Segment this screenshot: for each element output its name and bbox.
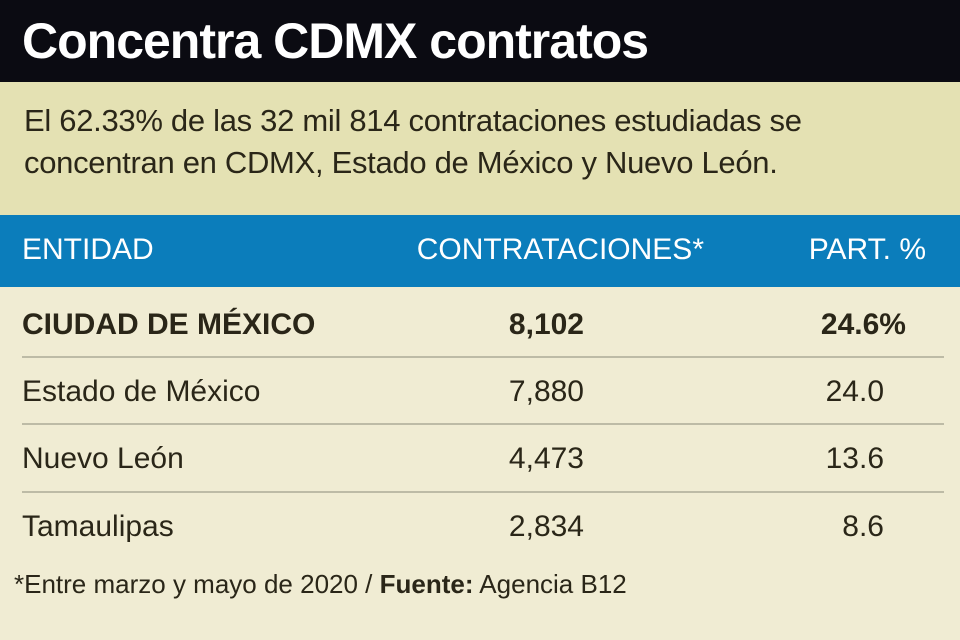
contrataciones-cell: 4,473 [508, 442, 584, 475]
entity-cell: Tamaulipas [22, 510, 174, 543]
part-cell: 24.0 [825, 375, 884, 408]
entity-cell: Estado de México [22, 375, 261, 408]
part-cell: 8.6 [842, 510, 884, 543]
source-label: Fuente: [379, 569, 474, 599]
header-contrataciones: CONTRATACIONES* [416, 233, 704, 266]
table-row: Estado de México 7,880 24.0 [0, 357, 960, 424]
entity-cell: CIUDAD DE MÉXICO [22, 308, 316, 341]
contrataciones-cell: 7,880 [508, 375, 584, 408]
source: Agencia B12 [473, 569, 627, 599]
part-cell: 24.6% [820, 308, 906, 341]
contrataciones-cell: 2,834 [508, 510, 584, 543]
row-divider [22, 423, 944, 425]
footer: *Entre marzo y mayo de 2020 / Fuente: Ag… [14, 569, 627, 600]
title-bar: Concentra CDMX contratos [0, 0, 960, 82]
table-row: CIUDAD DE MÉXICO 8,102 24.6% [0, 290, 960, 357]
table-header: ENTIDAD CONTRATACIONES* PART. % [0, 215, 960, 287]
row-divider [22, 491, 944, 493]
subtitle: El 62.33% de las 32 mil 814 contratacion… [24, 103, 802, 180]
footnote: *Entre marzo y mayo de 2020 / [14, 569, 380, 599]
table-row: Tamaulipas 2,834 8.6 [0, 492, 960, 559]
header-entidad: ENTIDAD [22, 233, 154, 266]
entity-cell: Nuevo León [22, 442, 184, 475]
row-divider [22, 356, 944, 358]
contrataciones-cell: 8,102 [508, 308, 584, 341]
header-part: PART. % [808, 233, 926, 266]
part-cell: 13.6 [825, 442, 884, 475]
table-row: Nuevo León 4,473 13.6 [0, 424, 960, 491]
subtitle-band: El 62.33% de las 32 mil 814 contratacion… [0, 82, 960, 215]
page-title: Concentra CDMX contratos [22, 13, 649, 69]
